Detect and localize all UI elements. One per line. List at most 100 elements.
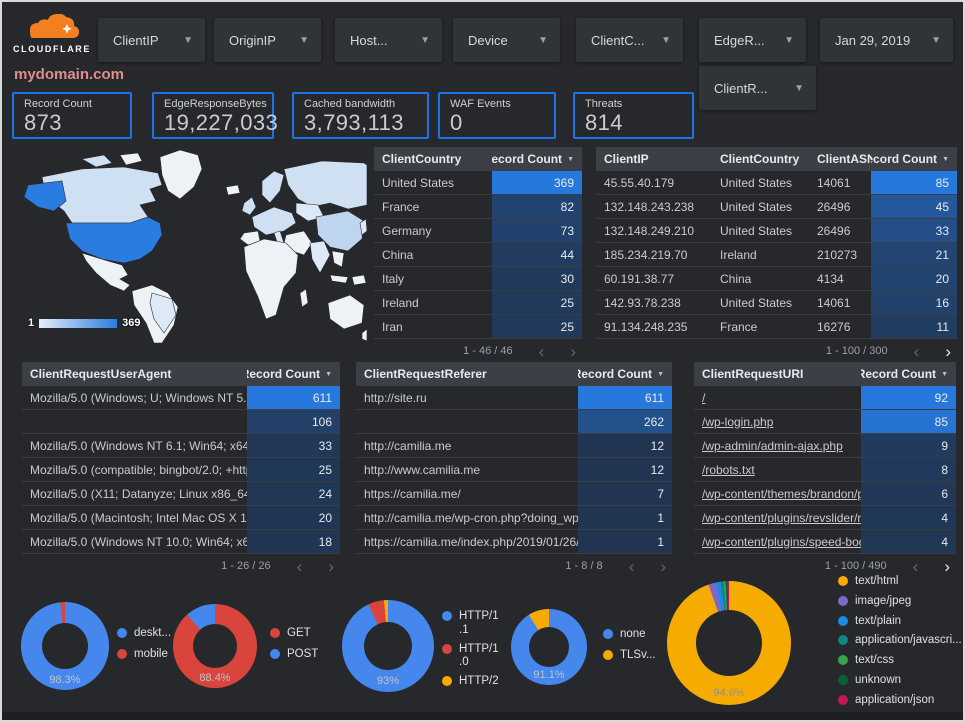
scorecard-label: Record Count (24, 98, 92, 110)
column-header-label: Record Count (247, 367, 321, 381)
table-row: /wp-content/plugins/speed-booste...4 (694, 530, 956, 554)
record-count-cell: 25 (247, 458, 340, 481)
column-header-recordcount[interactable]: Record Count ▼ (861, 367, 956, 381)
legend-item-textplain[interactable]: text/plain (838, 615, 963, 629)
chevron-down-icon: ▼ (661, 34, 671, 46)
table-row: United States 369 (374, 171, 582, 195)
column-header-recordcount[interactable]: Record Count ▼ (871, 152, 957, 166)
legend-item-deskt[interactable]: deskt... (117, 627, 171, 641)
uri-link[interactable]: /wp-login.php (702, 414, 774, 429)
scorecard-label: Cached bandwidth (304, 98, 396, 110)
record-count-cell: 6 (861, 482, 956, 505)
record-count-cell: 1 (578, 530, 672, 553)
content-type-donut[interactable]: 94.6% (667, 581, 791, 705)
record-count-cell: 9 (861, 434, 956, 457)
legend-item-mobile[interactable]: mobile (117, 648, 171, 662)
column-header-label: Record Count (578, 367, 653, 381)
uri-link[interactable]: /wp-content/plugins/revslider/rs-p... (702, 510, 861, 525)
column-header-clientasn[interactable]: ClientASN (809, 152, 871, 166)
uri-link[interactable]: / (702, 390, 706, 405)
table-row: /wp-login.php 85 (694, 410, 956, 434)
legend-item-applicationjavascri[interactable]: application/javascri... (838, 634, 963, 648)
filter-chip-clientip[interactable]: ClientIP ▼ (98, 18, 205, 62)
pagination-next-icon[interactable]: › (944, 556, 950, 576)
data-cell: 132.148.243.238 (604, 199, 695, 214)
legend-item-http2[interactable]: HTTP/2 (442, 675, 500, 689)
world-map[interactable]: 1 369 (12, 147, 368, 347)
legend-dot-icon (838, 635, 848, 646)
legend-item-applicationjson[interactable]: application/json (838, 694, 963, 708)
legend-item-http11[interactable]: HTTP/1.1 (442, 610, 500, 638)
legend-item-none[interactable]: none (603, 628, 656, 642)
column-header-clientrequestuseragent[interactable]: ClientRequestUserAgent (22, 367, 247, 381)
record-count-cell: 4 (861, 506, 956, 529)
request-method-donut[interactable]: 88.4% (173, 604, 257, 688)
world-map-svg (23, 149, 368, 344)
table-row: 185.234.219.70 Ireland 210273 21 (596, 243, 957, 267)
filter-chip-host[interactable]: Host... ▼ (335, 18, 442, 62)
device-type-donut[interactable]: 98.3% (21, 602, 109, 690)
filter-clientrequest[interactable]: ClientR... ▼ (699, 66, 816, 110)
column-header-clientip[interactable]: ClientIP (596, 152, 712, 166)
sort-descending-icon: ▼ (941, 370, 948, 378)
legend-item-imagejpeg[interactable]: image/jpeg (838, 595, 963, 609)
legend-item-post[interactable]: POST (270, 648, 318, 662)
record-count-cell: 25 (492, 291, 582, 314)
table-pagination: 1 - 100 / 490 ‹ › (694, 554, 956, 578)
column-header-clientcountry[interactable]: ClientCountry (374, 152, 492, 166)
map-color-legend: 1 369 (28, 317, 140, 329)
legend-item-texthtml[interactable]: text/html (838, 575, 963, 589)
uri-link[interactable]: /wp-content/plugins/speed-booste... (702, 534, 861, 549)
legend-label: application/javascri... (855, 634, 962, 647)
table-row: 91.134.248.235 France 16276 11 (596, 315, 957, 339)
data-cell: Ireland (382, 295, 419, 310)
column-header-recordcount[interactable]: Record Count ▼ (247, 367, 340, 381)
legend-label: GET (287, 627, 311, 639)
tls-version-donut[interactable]: 91.1% (511, 609, 587, 685)
table-row: France 82 (374, 195, 582, 219)
table-row: http://camilia.me/wp-cron.php?doing_wp_c… (356, 506, 672, 530)
scorecard-cached-bandwidth: Cached bandwidth 3,793,113 (292, 92, 429, 139)
legend-label: unknown (855, 673, 902, 686)
pagination-range: 1 - 26 / 26 (221, 560, 271, 572)
table-row: /wp-admin/admin-ajax.php 9 (694, 434, 956, 458)
column-header-clientrequestreferer[interactable]: ClientRequestReferer (356, 367, 578, 381)
pagination-range: 1 - 100 / 490 (824, 560, 887, 572)
uri-link[interactable]: /wp-admin/admin-ajax.php (702, 438, 843, 453)
filter-chip-device[interactable]: Device ▼ (453, 18, 560, 62)
http-protocol-donut[interactable]: 93% (342, 600, 434, 692)
column-header-clientcountry[interactable]: ClientCountry (712, 152, 809, 166)
column-header-recordcount[interactable]: Record Count ▼ (578, 367, 672, 381)
data-cell: /wp-admin/admin-ajax.php (694, 434, 861, 457)
record-count-cell: 25 (492, 315, 582, 338)
legend-item-unknown[interactable]: unknown (838, 673, 963, 688)
scorecard-label: EdgeResponseBytes (164, 98, 267, 110)
legend-item-get[interactable]: GET (270, 627, 318, 641)
column-header-recordcount[interactable]: Record Count ▼ (492, 152, 582, 166)
uri-link[interactable]: /robots.txt (702, 462, 755, 477)
chevron-down-icon: ▼ (299, 34, 309, 46)
table-row: / 92 (694, 386, 956, 410)
data-cell: Mozilla/5.0 (Windows NT 6.1; Win64; x64;… (30, 438, 247, 453)
pagination-next-icon[interactable]: › (945, 341, 951, 361)
donut-hole (696, 610, 762, 676)
table-row: 262 (356, 410, 672, 434)
column-header-clientrequesturi[interactable]: ClientRequestURI (694, 367, 861, 381)
legend-item-http10[interactable]: HTTP/1.0 (442, 643, 500, 671)
legend-item-tlsv[interactable]: TLSv... (603, 649, 656, 663)
filter-chip-edger[interactable]: EdgeR... ▼ (699, 18, 806, 62)
scorecard-value: 873 (24, 110, 62, 135)
scorecard-record-count: Record Count 873 (12, 92, 132, 139)
filter-chip-originip[interactable]: OriginIP ▼ (214, 18, 321, 62)
data-cell: 60.191.38.77 (604, 271, 675, 286)
legend-label: HTTP/2 (459, 675, 499, 688)
record-count-cell: 1 (578, 506, 672, 529)
date-range-filter[interactable]: Jan 29, 2019 ▼ (820, 18, 953, 62)
legend-dot-icon (838, 694, 848, 705)
legend-item-textcss[interactable]: text/css (838, 654, 963, 668)
legend-label: HTTP/1.0 (459, 642, 499, 669)
filter-chip-clientc[interactable]: ClientC... ▼ (576, 18, 683, 62)
data-cell: https://camilia.me/ (364, 486, 461, 501)
footer-bar (2, 712, 963, 720)
uri-link[interactable]: /wp-content/themes/brandon/plu... (702, 486, 861, 501)
